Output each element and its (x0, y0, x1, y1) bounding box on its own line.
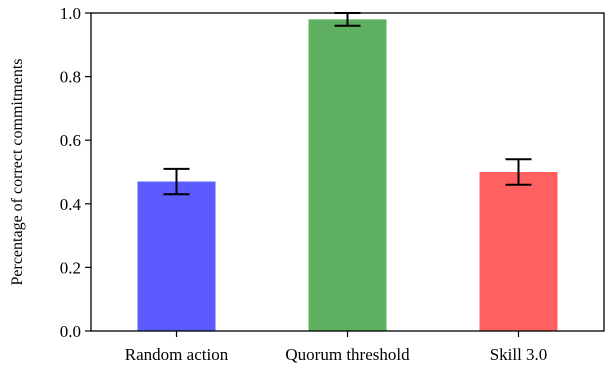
x-tick-label: Quorum threshold (285, 345, 410, 364)
bar (479, 172, 558, 331)
bar (308, 19, 387, 332)
x-tick-label: Random action (125, 345, 229, 364)
plot-area: 0.0 0.2 0.4 0.6 0.8 1.0 Random action Quorum th… (60, 4, 558, 364)
bar (137, 181, 216, 331)
plot-frame (90, 12, 605, 332)
y-tick-label: 0.2 (60, 258, 81, 277)
y-tick-label: 0.6 (60, 131, 81, 150)
y-tick-label: 0.0 (60, 322, 81, 341)
y-axis-label: Percentage of correct commitments (9, 58, 26, 285)
x-tick-label: Skill 3.0 (490, 345, 548, 364)
y-tick-label: 0.4 (60, 195, 82, 214)
y-tick-label: 1.0 (60, 4, 81, 23)
y-tick-label: 0.8 (60, 68, 81, 87)
